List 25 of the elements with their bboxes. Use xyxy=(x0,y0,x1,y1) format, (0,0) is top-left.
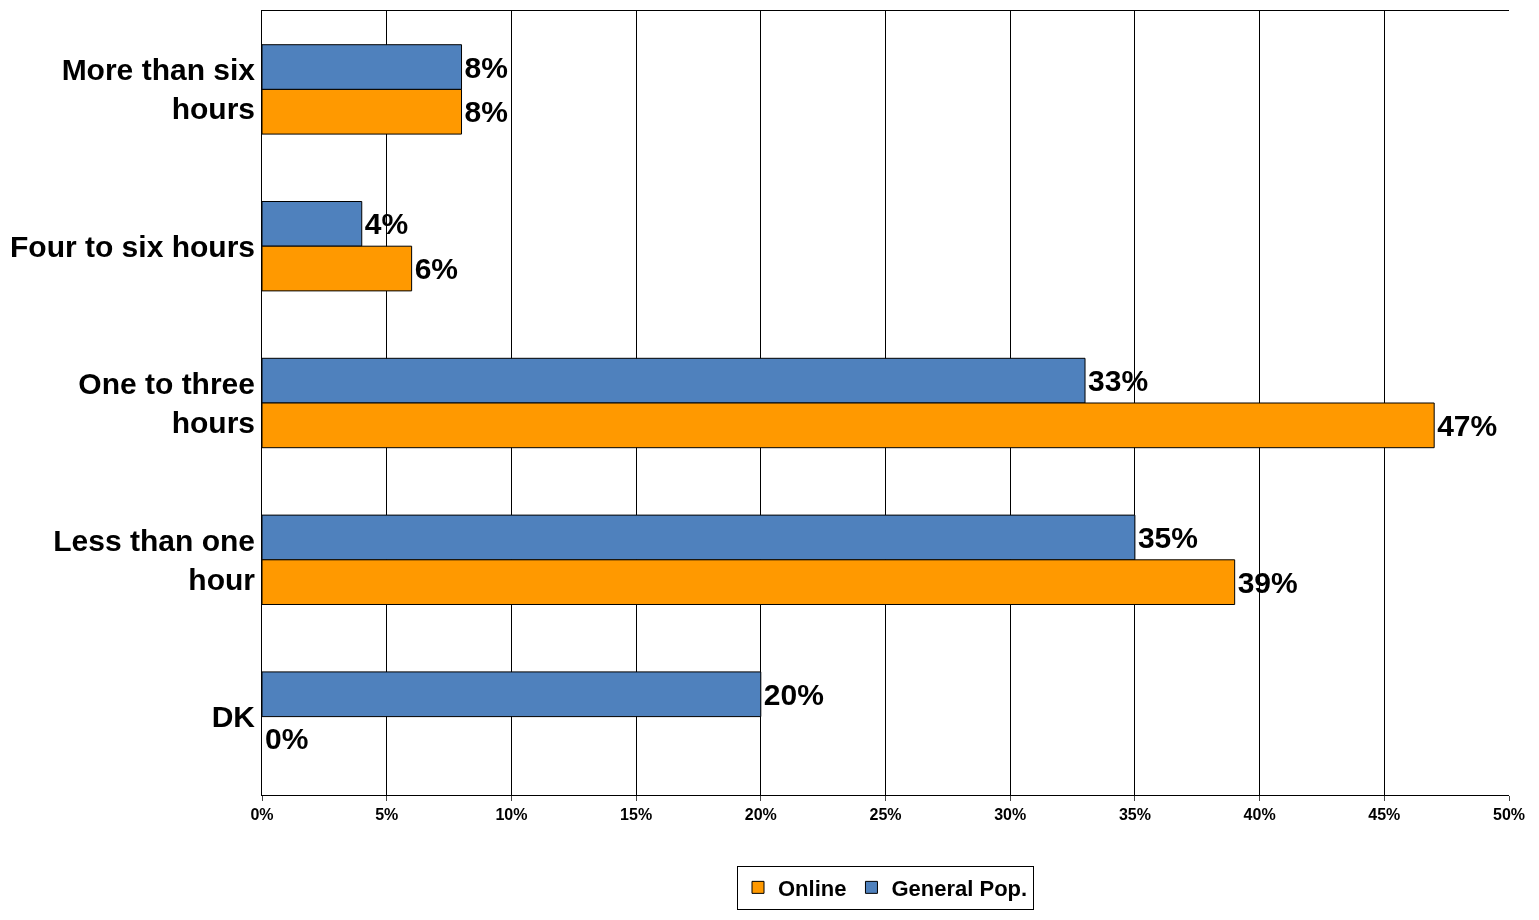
data-label: 6% xyxy=(414,252,458,286)
x-tick-label: 35% xyxy=(1118,806,1151,824)
x-tick-label: 5% xyxy=(375,806,399,824)
data-label: 35% xyxy=(1137,520,1198,554)
data-label: 8% xyxy=(464,95,508,129)
y-tick-label: Four to six hours xyxy=(9,229,255,263)
x-tick-label: 0% xyxy=(250,806,274,824)
x-tick-label: 15% xyxy=(620,806,653,824)
x-tick-label: 45% xyxy=(1368,806,1401,824)
x-tick-label: 30% xyxy=(994,806,1027,824)
y-tick-label: DK xyxy=(211,700,256,734)
legend-label: Online xyxy=(778,875,847,901)
data-label: 47% xyxy=(1437,408,1498,442)
x-tick-label: 10% xyxy=(495,806,528,824)
data-label: 20% xyxy=(763,677,824,711)
x-tick-label: 25% xyxy=(869,806,902,824)
y-tick-label: Less than one hour xyxy=(53,523,256,596)
x-tick-label: 20% xyxy=(744,806,777,824)
data-label: 8% xyxy=(464,50,508,84)
y-tick-label: More than six hours xyxy=(61,53,256,126)
data-label: 0% xyxy=(265,722,309,756)
y-tick-label: One to three hours xyxy=(78,367,255,439)
legend-label: General Pop. xyxy=(891,875,1028,901)
x-tick-label: 50% xyxy=(1492,806,1526,824)
x-tick-label: 40% xyxy=(1243,806,1276,824)
